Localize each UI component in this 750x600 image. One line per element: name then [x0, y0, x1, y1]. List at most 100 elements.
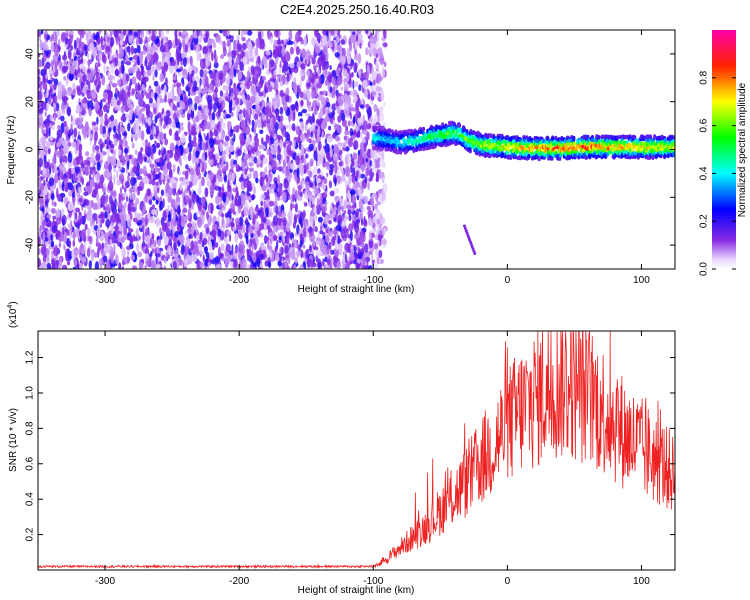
spectrogram-noise-cell	[58, 81, 62, 87]
spectrogram-noise-cell	[307, 106, 312, 112]
spectrogram-noise-cell	[304, 153, 309, 159]
spectrogram-noise-cell	[367, 106, 372, 118]
spectrogram-noise-cell	[192, 177, 198, 186]
spectrogram-noise-cell	[367, 209, 374, 218]
spectrogram-noise-cell	[107, 71, 111, 78]
spectrogram-noise-cell	[376, 107, 380, 117]
spectrogram-noise-cell	[297, 112, 301, 117]
spectrogram-noise-cell	[57, 193, 63, 202]
spectrogram-noise-cell	[175, 82, 182, 88]
spectrogram-noise-cell	[218, 186, 222, 192]
spectrogram-noise-cell	[56, 129, 63, 139]
spectrogram-noise-cell	[335, 67, 341, 76]
spectrogram-noise-cell	[233, 62, 239, 70]
spectrogram-noise-cell	[238, 72, 240, 80]
spectrogram-noise-cell	[260, 60, 263, 71]
spectrogram-noise-cell	[100, 152, 104, 161]
spectrogram-noise-cell	[105, 66, 110, 71]
spectrogram-noise-cell	[222, 223, 225, 231]
spectrogram-noise-cell	[332, 69, 337, 78]
spectrogram-noise-cell	[74, 166, 80, 174]
spectrogram-noise-cell	[366, 131, 370, 141]
spectrogram-noise-cell	[277, 45, 282, 57]
spectrogram-noise-cell	[199, 232, 203, 240]
spectrogram-noise-cell	[259, 38, 265, 50]
spectrogram-noise-cell	[39, 144, 42, 152]
spectrogram-noise-cell	[80, 176, 84, 183]
spectrogram-noise-cell	[272, 182, 276, 190]
spectrogram-noise-cell	[47, 148, 51, 155]
spectrogram-noise-cell	[290, 249, 296, 261]
spectrogram-noise-cell	[209, 101, 212, 112]
spectrogram-noise-cell	[268, 200, 275, 207]
spectrogram-noise-cell	[351, 194, 357, 205]
spectrogram-noise-cell	[309, 182, 314, 188]
spectrogram-noise-cell	[276, 153, 282, 161]
spectrogram-noise-cell	[266, 189, 270, 200]
spectrogram-noise-cell	[103, 232, 109, 240]
spectrogram-noise-cell	[110, 75, 116, 80]
spectrogram-noise-cell	[145, 177, 149, 185]
spectrogram-noise-cell	[103, 104, 107, 113]
spectrogram-noise-cell	[60, 115, 65, 122]
spectrogram-noise-cell	[172, 75, 177, 81]
spectrogram-noise-cell	[326, 172, 329, 177]
spectrogram-noise-cell	[383, 101, 386, 107]
spectrogram-noise-cell	[259, 210, 264, 219]
spectrogram-noise-cell	[63, 75, 67, 81]
spectrogram-noise-cell	[255, 37, 261, 49]
spectrogram-noise-cell	[120, 236, 125, 244]
spectrogram-noise-cell	[313, 206, 317, 214]
spectrogram-noise-cell	[132, 193, 135, 201]
spectrogram-noise-cell	[322, 106, 326, 116]
spectrogram-noise-cell	[188, 227, 192, 235]
spectrogram-noise-cell	[299, 218, 303, 227]
spectrogram-noise-cell	[376, 201, 381, 206]
spectrogram-noise-cell	[353, 233, 360, 240]
spectrogram-noise-cell	[106, 149, 110, 156]
spectrogram-noise-cell	[343, 210, 346, 215]
spectrogram-noise-cell	[96, 198, 101, 204]
spectrogram-noise-cell	[83, 44, 88, 51]
spectrogram-noise-cell	[215, 153, 220, 161]
spectrogram-noise-cell	[355, 208, 359, 218]
spectrogram-noise-cell	[116, 169, 119, 180]
spectrogram-noise-cell	[269, 77, 275, 82]
spectrogram-noise-cell	[353, 139, 359, 150]
spectrogram-noise-cell	[317, 261, 321, 269]
spectrogram-noise-cell	[293, 239, 298, 249]
spectrogram-noise-cell	[309, 215, 314, 226]
spectrogram-noise-cell	[108, 127, 112, 133]
spectrogram-noise-cell	[251, 194, 255, 201]
spectrogram-noise-cell	[40, 101, 47, 111]
spectrogram-noise-cell	[130, 254, 136, 261]
spectrogram-noise-cell	[197, 187, 202, 195]
spectrogram-noise-cell	[165, 37, 169, 42]
spectrogram-noise-cell	[382, 42, 388, 48]
spectrogram-noise-cell	[258, 223, 265, 231]
spectrogram-noise-cell	[233, 125, 238, 133]
spectrogram-noise-cell	[277, 225, 283, 230]
spectrogram-noise-cell	[128, 202, 135, 207]
spectrogram-noise-cell	[81, 56, 84, 65]
spectrogram-noise-cell	[158, 30, 161, 39]
spectrogram-noise-cell	[211, 52, 214, 62]
spectrogram-noise-cell	[140, 107, 146, 112]
spectrogram-noise-cell	[151, 204, 155, 210]
spectrogram-noise-cell	[202, 254, 205, 263]
spectrogram-noise-cell	[95, 153, 101, 162]
spectrogram-noise-cell	[41, 135, 47, 146]
spectrogram-noise-cell	[107, 36, 110, 43]
spectrogram-noise-cell	[113, 174, 116, 186]
spectrogram-noise-cell	[45, 126, 49, 137]
spectrogram-noise-cell	[56, 215, 62, 225]
spectrogram-noise-cell	[61, 208, 65, 217]
spectrogram-noise-cell	[186, 56, 190, 65]
spectrogram-noise-cell	[89, 178, 95, 189]
spectrogram-noise-cell	[185, 254, 190, 263]
spectrogram-noise-cell	[265, 219, 271, 226]
spectrogram-noise-cell	[127, 232, 131, 237]
spectrogram-noise-cell	[305, 112, 311, 117]
spectrogram-noise-cell	[278, 182, 283, 189]
spectrogram-noise-cell	[340, 113, 346, 122]
